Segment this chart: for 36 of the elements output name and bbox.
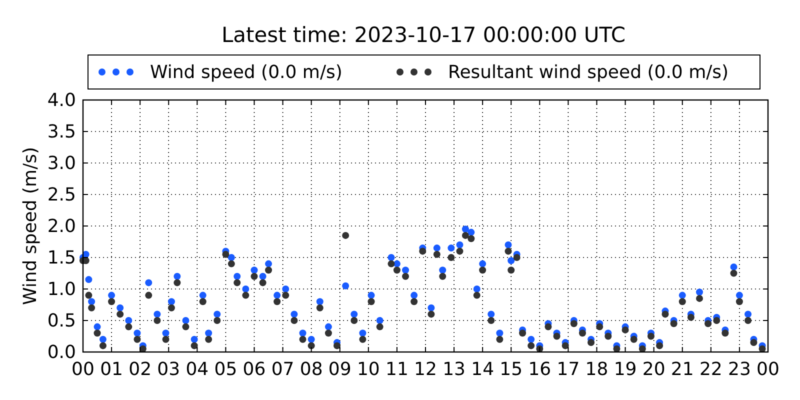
y-axis-title: Wind speed (m/s) xyxy=(20,146,41,306)
x-tick-label: 18 xyxy=(585,359,608,380)
x-tick-label: 02 xyxy=(128,359,152,380)
x-tick-label: 07 xyxy=(271,359,294,380)
x-tick-label: 05 xyxy=(214,359,238,380)
x-tick-label: 20 xyxy=(642,359,666,380)
x-tick-label: 22 xyxy=(699,359,722,380)
legend-label: Resultant wind speed (0.0 m/s) xyxy=(448,62,729,83)
y-tick-label: 2.0 xyxy=(47,216,76,237)
y-tick-label: 0.5 xyxy=(47,310,76,332)
y-tick-label: 3.0 xyxy=(47,153,76,174)
x-tick-label: 01 xyxy=(100,359,123,380)
chart-title: Latest time: 2023-10-17 00:00:00 UTC xyxy=(221,23,626,47)
x-tick-label: 13 xyxy=(442,359,466,380)
legend-label: Wind speed (0.0 m/s) xyxy=(150,62,342,83)
x-tick-label: 08 xyxy=(300,359,323,380)
x-tick-label: 06 xyxy=(242,359,266,380)
x-tick-label: 00 xyxy=(756,359,780,380)
x-tick-label: 17 xyxy=(556,359,580,380)
y-tick-label: 1.5 xyxy=(47,248,76,268)
y-tick-label: 4.0 xyxy=(47,90,76,111)
x-tick-label: 16 xyxy=(528,359,552,380)
x-tick-label: 09 xyxy=(328,359,352,380)
y-tick-label: 3.5 xyxy=(47,122,76,142)
x-tick-label: 19 xyxy=(614,359,637,380)
x-tick-label: 14 xyxy=(471,359,494,380)
y-tick-label: 1.0 xyxy=(47,279,76,300)
x-tick-label: 10 xyxy=(356,359,380,380)
x-tick-label: 11 xyxy=(386,359,408,380)
x-tick-label: 04 xyxy=(186,359,209,380)
x-tick-label: 21 xyxy=(670,359,694,380)
x-tick-label: 03 xyxy=(157,359,180,380)
x-tick-label: 15 xyxy=(500,359,523,380)
x-tick-label: 12 xyxy=(414,359,437,380)
x-tick-label: 23 xyxy=(728,359,751,380)
y-tick-label: 2.5 xyxy=(47,184,76,206)
